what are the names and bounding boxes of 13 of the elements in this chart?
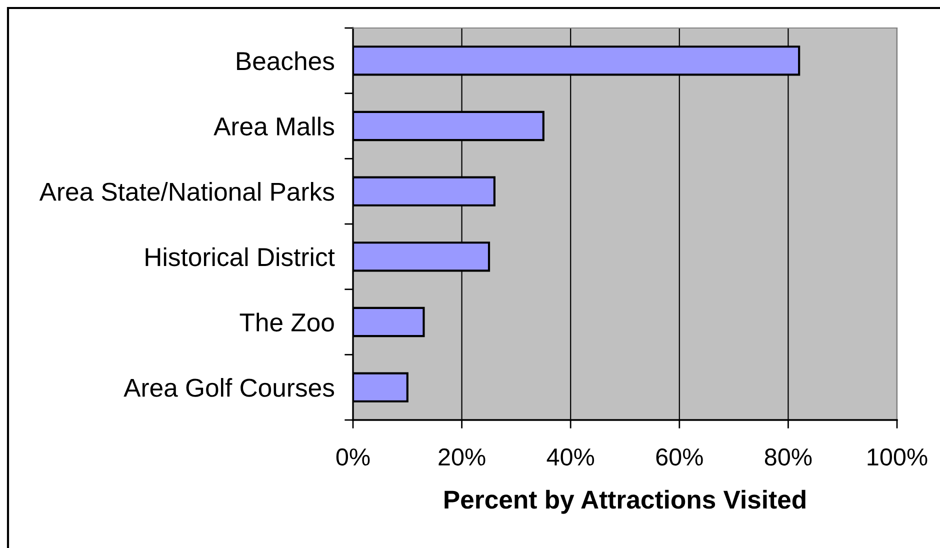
x-tick-label: 100%	[868, 448, 928, 466]
y-tick-label: Historical District	[146, 247, 335, 266]
x-tick-label: 60%	[656, 448, 703, 466]
y-tick-label: Area State/National Parks	[39, 182, 334, 201]
x-tick-label: 80%	[764, 448, 812, 466]
x-axis-title: Percent by Attractions Visited	[444, 490, 806, 514]
x-tick-label: 20%	[438, 448, 486, 466]
y-tick-label: The Zoo	[240, 312, 334, 332]
x-tick-label: 0%	[336, 448, 370, 466]
y-tick-label: Area Malls	[214, 116, 334, 136]
x-tick-label: 40%	[546, 448, 594, 466]
y-tick-label: Area Golf Courses	[124, 378, 334, 397]
y-tick-label: Beaches	[237, 51, 334, 70]
